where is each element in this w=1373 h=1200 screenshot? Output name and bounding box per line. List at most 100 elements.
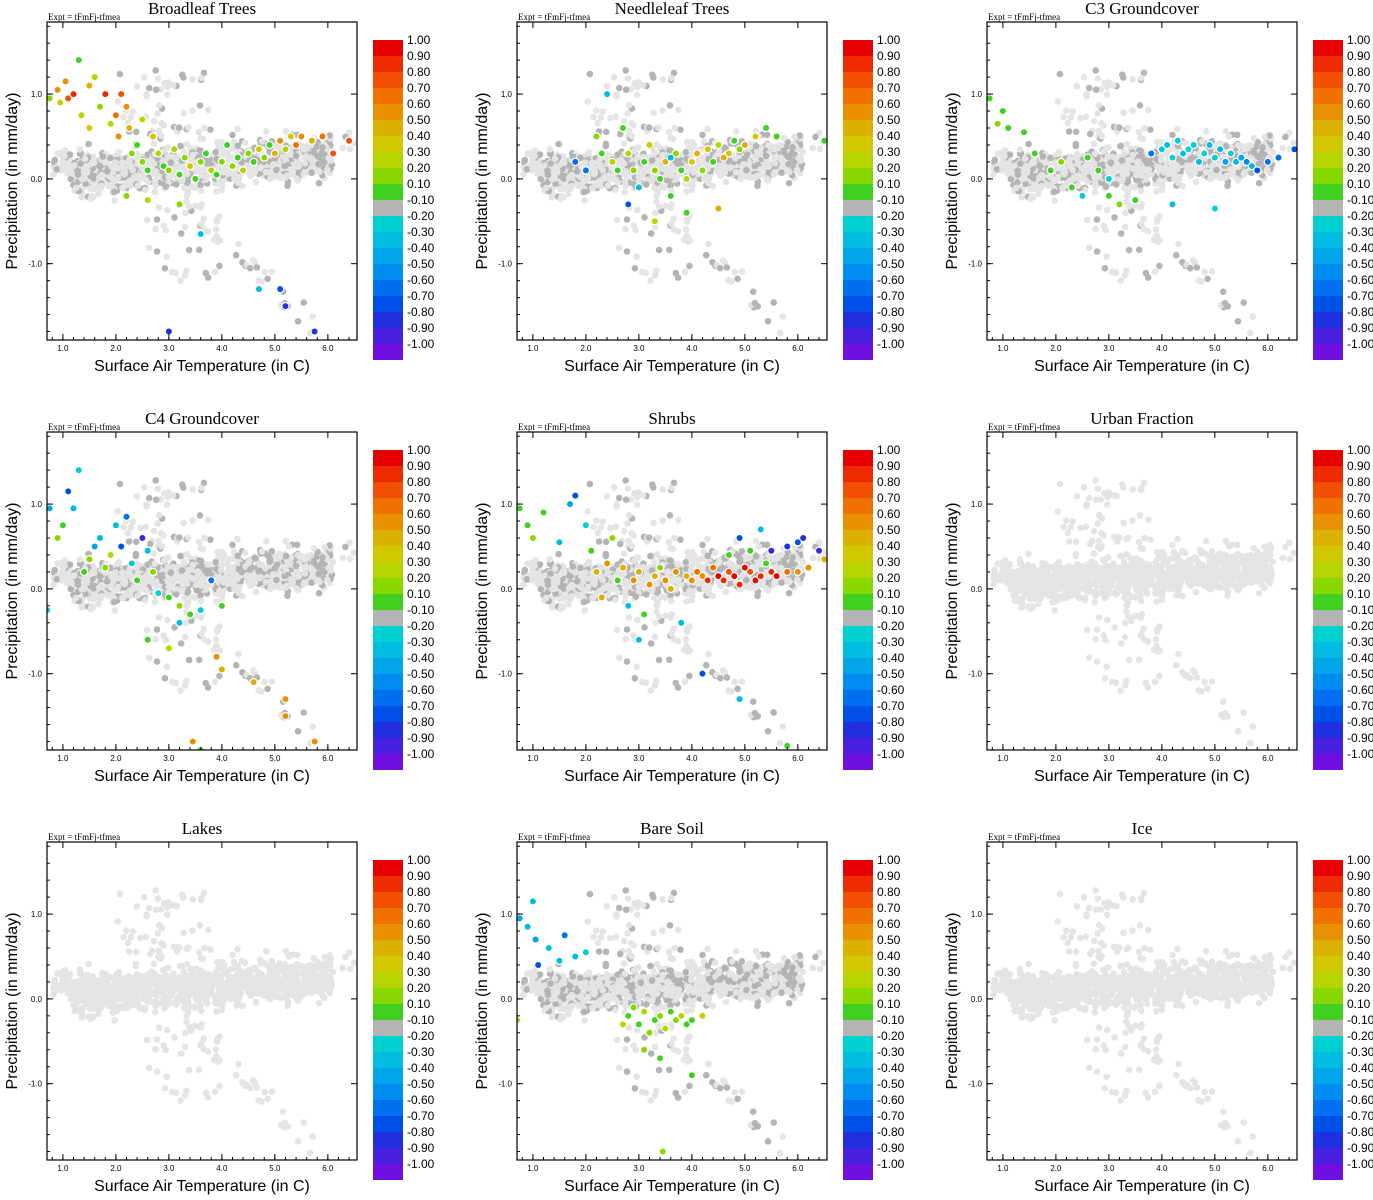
colorbar-label: 0.50	[877, 113, 901, 127]
background-point	[659, 107, 666, 114]
colorbar-label: -0.80	[407, 305, 435, 319]
background-point	[118, 159, 126, 166]
background-point	[586, 70, 594, 78]
background-point	[1141, 124, 1148, 132]
background-point	[631, 265, 639, 272]
background-point	[557, 195, 564, 203]
background-point	[287, 166, 294, 173]
colorbar-segment	[1313, 216, 1343, 232]
data-point	[286, 132, 295, 141]
background-point	[138, 165, 145, 172]
background-point	[310, 149, 318, 156]
background-point	[1077, 114, 1084, 122]
data-point	[677, 166, 686, 175]
background-point	[1133, 176, 1140, 184]
colorbar-label: -0.90	[1347, 321, 1373, 335]
colorbar-label: -0.40	[877, 241, 905, 255]
colorbar-segment	[373, 296, 403, 312]
experiment-label: Expt = tFmFj-tfmea	[48, 12, 120, 22]
background-point	[177, 230, 185, 237]
colorbar-segment	[843, 56, 873, 72]
background-point	[180, 109, 187, 117]
background-point	[1063, 107, 1070, 114]
background-point	[602, 128, 610, 136]
background-point	[167, 569, 175, 576]
background-point	[1085, 244, 1093, 252]
background-point	[581, 197, 588, 204]
colorbar-label: 0.90	[1347, 49, 1371, 63]
background-point	[589, 184, 596, 192]
background-point	[624, 75, 632, 82]
data-point	[714, 140, 723, 150]
background-point	[1186, 264, 1194, 272]
colorbar-segment	[373, 168, 403, 184]
background-point	[1037, 185, 1044, 192]
background-point	[177, 552, 184, 560]
background-point	[140, 580, 148, 587]
plot-frame	[986, 21, 1298, 341]
background-point	[315, 563, 323, 571]
data-point	[180, 153, 189, 162]
data-point	[735, 144, 744, 154]
background-point	[219, 592, 226, 600]
colorbar-segment	[373, 344, 403, 360]
background-point	[126, 156, 133, 163]
background-point	[270, 161, 277, 168]
background-point	[152, 182, 159, 190]
background-point	[1121, 223, 1129, 231]
background-point	[295, 163, 303, 170]
colorbar-label: 0.60	[877, 97, 901, 111]
data-point	[69, 89, 78, 99]
data-point	[116, 89, 126, 99]
background-point	[566, 174, 573, 182]
background-point	[785, 160, 792, 168]
background-point	[200, 215, 207, 222]
colorbar-segment	[843, 312, 873, 328]
background-point	[1055, 164, 1062, 172]
data-point	[56, 98, 65, 107]
background-point	[193, 573, 201, 581]
background-point	[1125, 203, 1133, 210]
background-point	[183, 170, 191, 177]
background-point	[1072, 140, 1080, 148]
data-point	[1003, 123, 1013, 133]
data-point	[592, 132, 601, 141]
background-point	[247, 169, 254, 176]
data-point	[666, 191, 675, 201]
colorbar-segment	[373, 40, 403, 56]
data-point	[95, 102, 105, 112]
background-point	[611, 186, 619, 194]
data-point	[613, 166, 622, 175]
background-point	[167, 582, 175, 590]
background-point	[616, 130, 624, 138]
background-point	[764, 141, 772, 149]
background-point	[1102, 183, 1110, 190]
data-point	[1131, 195, 1140, 205]
background-point	[548, 175, 556, 183]
background-point	[668, 220, 675, 228]
background-point	[599, 108, 607, 115]
data-point	[730, 136, 739, 145]
background-point	[622, 67, 629, 74]
background-point	[310, 559, 318, 566]
plot-frame	[516, 21, 828, 341]
background-point	[615, 84, 623, 92]
background-point	[78, 604, 86, 611]
background-point	[196, 102, 204, 109]
background-point	[770, 170, 778, 178]
background-point	[536, 151, 544, 158]
data-point	[645, 140, 654, 150]
background-point	[743, 166, 750, 174]
background-point	[751, 299, 759, 307]
background-point	[1117, 142, 1124, 150]
background-point	[183, 192, 191, 199]
background-point	[755, 150, 763, 158]
background-point	[1109, 82, 1117, 89]
data-point	[698, 166, 707, 175]
background-point	[1066, 161, 1074, 168]
colorbar-label: 0.40	[1347, 129, 1371, 143]
background-point	[1279, 144, 1287, 152]
data-point	[281, 144, 290, 154]
background-point	[301, 556, 308, 563]
